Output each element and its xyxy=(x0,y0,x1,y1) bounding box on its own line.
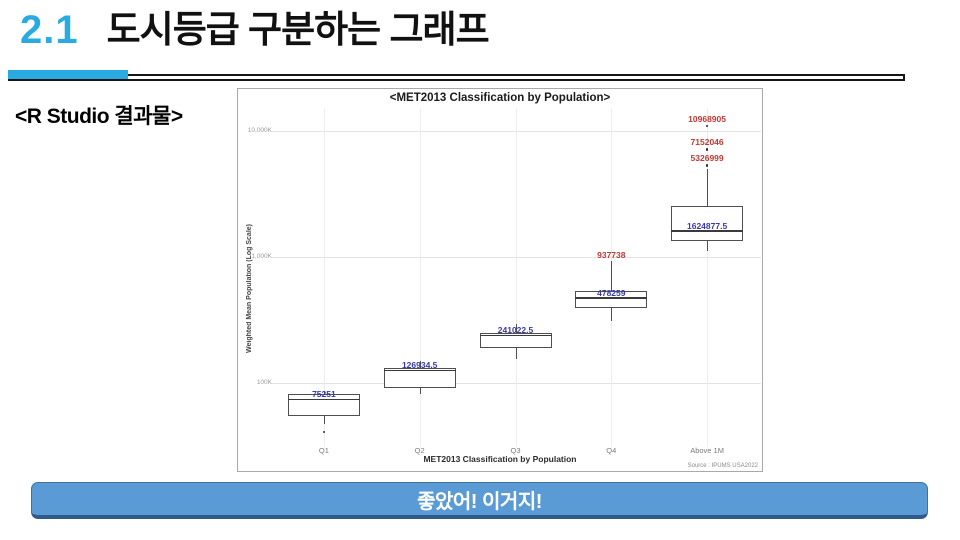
x-gridline xyxy=(707,109,709,447)
outlier-label: 5326999 xyxy=(690,153,724,164)
x-tick-label: Q1 xyxy=(318,446,329,455)
box xyxy=(479,332,552,348)
whisker-upper xyxy=(611,260,613,291)
r-output-label: <R Studio 결과물> xyxy=(15,105,183,128)
y-tick-label: 100K xyxy=(256,379,272,386)
y-axis-label: Weighted Mean Population (Log Scale) xyxy=(246,224,253,354)
x-gridline xyxy=(419,109,421,447)
banner-text: 좋았어! 이거지! xyxy=(417,490,542,513)
y-gridline xyxy=(272,131,761,132)
slide-header: 2.1 도시등급 구분하는 그래프 xyxy=(20,6,490,54)
x-tick-label: Above 1M xyxy=(690,446,724,455)
outlier-dot xyxy=(705,148,709,151)
chart-panel: 10,000K 1,000K 100K Q1 Q2 Q3 Q4 Above 1M 75251 12… xyxy=(237,88,763,472)
whisker-max-label: 937738 xyxy=(597,249,626,260)
page-title: 도시등급 구분하는 그래프 xyxy=(106,9,490,50)
whisker-upper xyxy=(515,323,517,333)
box xyxy=(575,290,648,308)
whisker-lower xyxy=(419,388,421,394)
title-underline-accent xyxy=(8,70,128,79)
y-tick-label: 10,000K xyxy=(247,127,272,134)
whisker-upper xyxy=(323,391,325,394)
whisker-lower xyxy=(707,240,709,251)
median-line xyxy=(479,334,552,337)
median-label: 478259 xyxy=(597,287,626,298)
median-line xyxy=(287,398,360,401)
section-number: 2.1 xyxy=(20,8,79,52)
outlier-dot xyxy=(705,124,709,128)
outlier-dot xyxy=(322,430,326,434)
median-label: 241022.5 xyxy=(497,325,534,336)
median-line xyxy=(575,297,648,299)
outlier-label: 10968905 xyxy=(688,113,726,124)
median-line xyxy=(671,230,744,232)
banner: 좋았어! 이거지! xyxy=(31,482,928,519)
median-label: 75251 xyxy=(312,389,336,400)
title-underline-bar xyxy=(8,74,905,81)
outlier-label: 7152046 xyxy=(690,137,724,148)
whisker-upper xyxy=(419,360,421,368)
whisker-lower xyxy=(611,307,613,322)
outlier-dot xyxy=(705,164,709,167)
box xyxy=(383,367,456,389)
chart-title: <MET2013 Classification by Population> xyxy=(389,92,611,104)
x-tick-label: Q4 xyxy=(606,446,617,455)
x-axis-title: MET2013 Classification by Population xyxy=(423,454,577,464)
y-gridline xyxy=(272,383,761,384)
median-label: 126934.5 xyxy=(401,360,438,371)
source-note: Source : IPUMS USA2022 xyxy=(687,463,758,469)
x-gridline xyxy=(323,109,325,447)
x-gridline xyxy=(515,109,517,447)
x-tick-label: Q3 xyxy=(510,446,521,455)
whisker-upper xyxy=(707,168,709,206)
whisker-lower xyxy=(515,347,517,360)
y-gridline xyxy=(272,257,761,258)
whisker-lower xyxy=(323,415,325,425)
y-tick-label: 1,000K xyxy=(251,253,272,260)
median-line xyxy=(383,369,456,372)
median-label: 1624877.5 xyxy=(687,220,728,231)
plot-area: 10,000K 1,000K 100K Q1 Q2 Q3 Q4 Above 1M 75251 12… xyxy=(238,89,762,471)
x-tick-label: Q2 xyxy=(414,446,425,455)
box xyxy=(671,205,744,241)
